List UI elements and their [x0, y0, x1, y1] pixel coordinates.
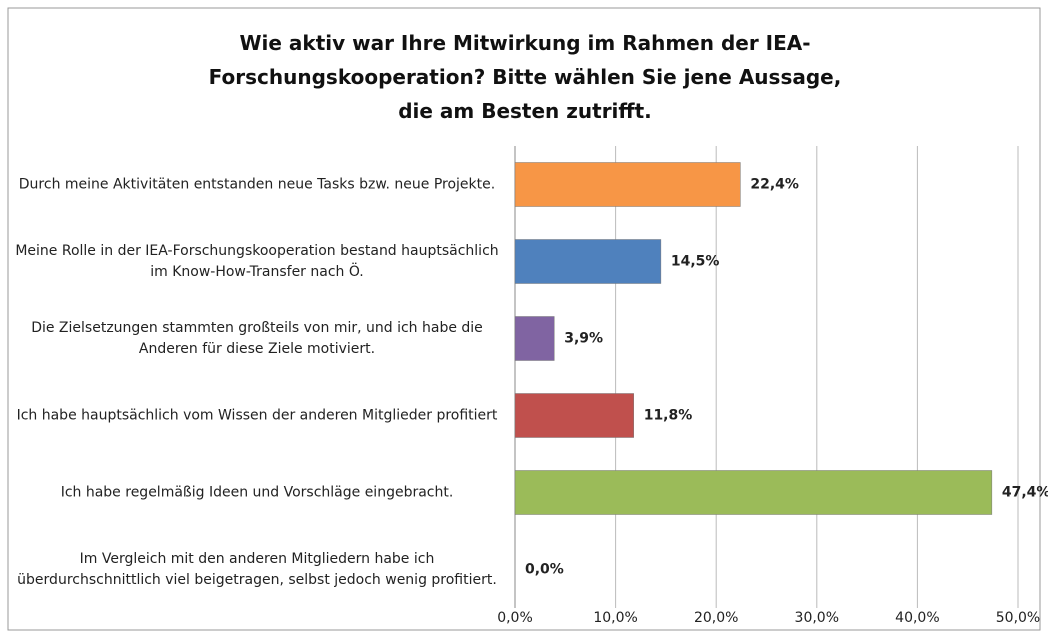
data-label: 22,4%	[750, 177, 799, 193]
y-tick-label: Meine Rolle in der IEA-Forschungskoopera…	[15, 242, 499, 280]
y-tick-label: Die Zielsetzungen stammten großteils von…	[31, 319, 483, 357]
data-label: 0,0%	[525, 562, 564, 578]
bar	[514, 470, 993, 515]
data-label: 14,5%	[671, 254, 720, 270]
chart-frame	[7, 7, 1041, 631]
y-tick-label: Durch meine Aktivitäten entstanden neue …	[18, 176, 496, 192]
chart-title: Wie aktiv war Ihre Mitwirkung im Rahmen …	[208, 31, 842, 123]
x-tick-label: 30,0%	[795, 610, 839, 626]
bar	[514, 162, 741, 207]
bar	[514, 316, 555, 361]
x-tick-label: 40,0%	[895, 610, 939, 626]
y-tick-label: Ich habe hauptsächlich vom Wissen der an…	[16, 407, 498, 423]
data-label: 3,9%	[564, 331, 603, 347]
data-label: 47,4%	[1002, 485, 1048, 501]
x-tick-label: 10,0%	[593, 610, 637, 626]
x-tick-label: 50,0%	[996, 610, 1040, 626]
x-tick-label: 0,0%	[497, 610, 533, 626]
data-label: 11,8%	[644, 408, 693, 424]
y-tick-label: Ich habe regelmäßig Ideen und Vorschläge…	[60, 484, 454, 500]
bar	[514, 239, 662, 284]
bar	[514, 393, 634, 438]
x-tick-label: 20,0%	[694, 610, 738, 626]
y-tick-label: Im Vergleich mit den anderen Mitgliedern…	[17, 550, 497, 588]
